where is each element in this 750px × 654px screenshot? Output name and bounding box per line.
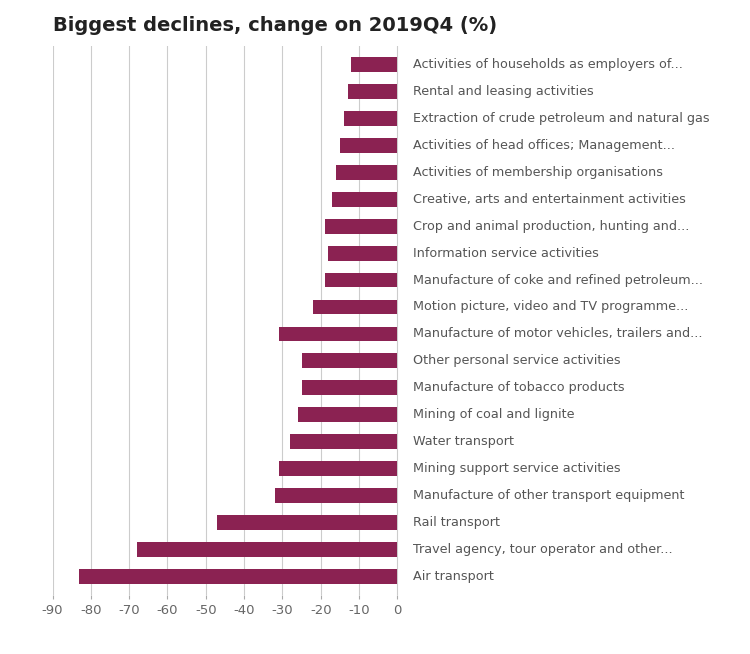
Text: Air transport: Air transport: [413, 570, 494, 583]
Text: Manufacture of motor vehicles, trailers and...: Manufacture of motor vehicles, trailers …: [413, 328, 702, 341]
Text: Other personal service activities: Other personal service activities: [413, 354, 620, 368]
Bar: [325, 273, 398, 288]
Text: Travel agency, tour operator and other...: Travel agency, tour operator and other..…: [413, 543, 672, 556]
Bar: [344, 111, 398, 126]
Bar: [217, 515, 398, 530]
Bar: [278, 326, 398, 341]
Text: Motion picture, video and TV programme...: Motion picture, video and TV programme..…: [413, 300, 688, 313]
Bar: [80, 569, 398, 584]
Bar: [278, 461, 398, 476]
Bar: [298, 407, 398, 422]
Bar: [302, 381, 398, 395]
Text: Creative, arts and entertainment activities: Creative, arts and entertainment activit…: [413, 193, 686, 206]
Bar: [340, 138, 398, 153]
Text: Mining support service activities: Mining support service activities: [413, 462, 620, 475]
Bar: [328, 246, 398, 260]
Text: Extraction of crude petroleum and natural gas: Extraction of crude petroleum and natura…: [413, 112, 710, 125]
Text: Information service activities: Information service activities: [413, 247, 598, 260]
Bar: [274, 488, 398, 503]
Bar: [136, 542, 398, 557]
Text: Biggest declines, change on 2019Q4 (%): Biggest declines, change on 2019Q4 (%): [53, 16, 497, 35]
Text: Activities of households as employers of...: Activities of households as employers of…: [413, 58, 682, 71]
Text: Manufacture of other transport equipment: Manufacture of other transport equipment: [413, 489, 684, 502]
Bar: [336, 165, 398, 180]
Text: Water transport: Water transport: [413, 435, 514, 448]
Text: Manufacture of coke and refined petroleum...: Manufacture of coke and refined petroleu…: [413, 273, 703, 286]
Bar: [313, 300, 398, 315]
Text: Rental and leasing activities: Rental and leasing activities: [413, 85, 593, 98]
Bar: [325, 219, 398, 233]
Text: Activities of head offices; Management...: Activities of head offices; Management..…: [413, 139, 674, 152]
Text: Manufacture of tobacco products: Manufacture of tobacco products: [413, 381, 624, 394]
Text: Rail transport: Rail transport: [413, 516, 500, 529]
Bar: [332, 192, 398, 207]
Bar: [290, 434, 398, 449]
Bar: [351, 57, 398, 72]
Text: Mining of coal and lignite: Mining of coal and lignite: [413, 408, 574, 421]
Text: Activities of membership organisations: Activities of membership organisations: [413, 166, 662, 179]
Text: Crop and animal production, hunting and...: Crop and animal production, hunting and.…: [413, 220, 688, 233]
Bar: [302, 353, 398, 368]
Bar: [347, 84, 398, 99]
